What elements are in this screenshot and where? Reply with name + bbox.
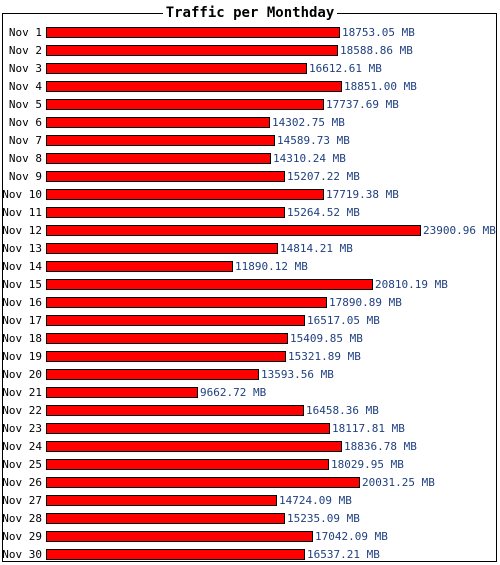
category-label: Nov 20 <box>2 368 42 381</box>
category-label: Nov 19 <box>2 350 42 363</box>
value-label: 18753.05 MB <box>342 26 415 39</box>
value-label: 15235.09 MB <box>287 512 360 525</box>
value-label: 18029.95 MB <box>331 458 404 471</box>
value-label: 15207.22 MB <box>287 170 360 183</box>
value-label: 14589.73 MB <box>277 134 350 147</box>
category-label: Nov 25 <box>2 458 42 471</box>
bar <box>46 117 270 128</box>
category-label: Nov 9 <box>8 170 42 183</box>
bar <box>46 45 338 56</box>
bar <box>46 81 342 92</box>
bar <box>46 315 305 326</box>
category-label: Nov 26 <box>2 476 42 489</box>
category-label: Nov 17 <box>2 314 42 327</box>
category-label: Nov 12 <box>2 224 42 237</box>
value-label: 18851.00 MB <box>344 80 417 93</box>
category-label: Nov 27 <box>2 494 42 507</box>
bar <box>46 351 286 362</box>
bar <box>46 135 275 146</box>
category-label: Nov 14 <box>2 260 42 273</box>
value-label: 16458.36 MB <box>306 404 379 417</box>
value-label: 17719.38 MB <box>326 188 399 201</box>
value-label: 23900.96 MB <box>423 224 496 237</box>
category-label: Nov 11 <box>2 206 42 219</box>
value-label: 18117.81 MB <box>332 422 405 435</box>
category-label: Nov 29 <box>2 530 42 543</box>
value-label: 17042.09 MB <box>315 530 388 543</box>
value-label: 9662.72 MB <box>200 386 267 399</box>
bar <box>46 441 342 452</box>
bar <box>46 153 271 164</box>
bar <box>46 207 285 218</box>
bar <box>46 243 278 254</box>
category-label: Nov 24 <box>2 440 42 453</box>
value-label: 18588.86 MB <box>340 44 413 57</box>
value-label: 13593.56 MB <box>261 368 334 381</box>
bar <box>46 225 421 236</box>
value-label: 20810.19 MB <box>375 278 448 291</box>
category-label: Nov 5 <box>8 98 42 111</box>
value-label: 15264.52 MB <box>287 206 360 219</box>
value-label: 11890.12 MB <box>235 260 308 273</box>
value-label: 20031.25 MB <box>362 476 435 489</box>
bar <box>46 549 305 560</box>
bar <box>46 279 373 290</box>
value-label: 16612.61 MB <box>309 62 382 75</box>
chart-title-text: Traffic per Monthday <box>162 5 338 21</box>
bar <box>46 531 313 542</box>
value-label: 14724.09 MB <box>279 494 352 507</box>
category-label: Nov 22 <box>2 404 42 417</box>
category-label: Nov 21 <box>2 386 42 399</box>
category-label: Nov 1 <box>8 26 42 39</box>
bar <box>46 405 304 416</box>
bar <box>46 189 324 200</box>
value-label: 14310.24 MB <box>273 152 346 165</box>
category-label: Nov 13 <box>2 242 42 255</box>
bar <box>46 297 327 308</box>
bar <box>46 171 285 182</box>
category-label: Nov 18 <box>2 332 42 345</box>
category-label: Nov 8 <box>8 152 42 165</box>
value-label: 16537.21 MB <box>307 548 380 561</box>
category-label: Nov 23 <box>2 422 42 435</box>
value-label: 15321.89 MB <box>288 350 361 363</box>
category-label: Nov 7 <box>8 134 42 147</box>
category-label: Nov 2 <box>8 44 42 57</box>
bar <box>46 27 340 38</box>
category-label: Nov 30 <box>2 548 42 561</box>
chart-title: Traffic per Monthday <box>0 5 500 21</box>
bar <box>46 477 360 488</box>
bar <box>46 99 324 110</box>
category-label: Nov 15 <box>2 278 42 291</box>
bar <box>46 369 259 380</box>
bar <box>46 513 285 524</box>
value-label: 16517.05 MB <box>307 314 380 327</box>
category-label: Nov 6 <box>8 116 42 129</box>
bar <box>46 333 288 344</box>
category-label: Nov 16 <box>2 296 42 309</box>
category-label: Nov 4 <box>8 80 42 93</box>
bar <box>46 261 233 272</box>
bar <box>46 459 329 470</box>
category-label: Nov 10 <box>2 188 42 201</box>
value-label: 15409.85 MB <box>290 332 363 345</box>
bar <box>46 387 198 398</box>
bar <box>46 423 330 434</box>
value-label: 17737.69 MB <box>326 98 399 111</box>
category-label: Nov 28 <box>2 512 42 525</box>
value-label: 14302.75 MB <box>272 116 345 129</box>
value-label: 17890.89 MB <box>329 296 402 309</box>
bar <box>46 63 307 74</box>
value-label: 14814.21 MB <box>280 242 353 255</box>
value-label: 18836.78 MB <box>344 440 417 453</box>
category-label: Nov 3 <box>8 62 42 75</box>
bar <box>46 495 277 506</box>
